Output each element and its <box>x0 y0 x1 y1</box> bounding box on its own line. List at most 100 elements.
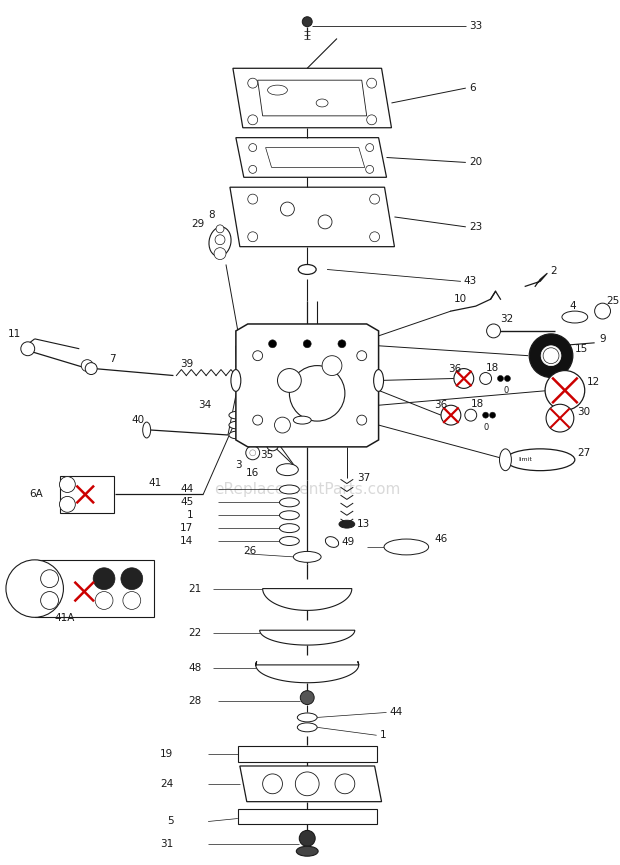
Circle shape <box>541 346 561 366</box>
Text: 46: 46 <box>434 534 448 544</box>
Circle shape <box>41 592 58 610</box>
Text: 39: 39 <box>180 359 193 368</box>
Circle shape <box>95 592 113 610</box>
Text: 29: 29 <box>192 219 205 229</box>
Text: 35: 35 <box>260 450 273 460</box>
Circle shape <box>338 340 346 348</box>
Circle shape <box>548 339 562 353</box>
Ellipse shape <box>374 369 384 391</box>
Text: 10: 10 <box>454 294 467 304</box>
Circle shape <box>248 194 258 204</box>
Text: 37: 37 <box>356 472 370 483</box>
Circle shape <box>267 439 278 451</box>
Text: 40: 40 <box>132 415 145 425</box>
Text: 26: 26 <box>243 546 256 556</box>
Ellipse shape <box>339 520 355 529</box>
Circle shape <box>356 415 366 425</box>
Text: 43: 43 <box>464 276 477 286</box>
Ellipse shape <box>505 449 575 471</box>
Text: 30: 30 <box>577 407 590 417</box>
Ellipse shape <box>298 723 317 732</box>
Circle shape <box>81 360 93 372</box>
Circle shape <box>41 570 58 587</box>
Text: 41A: 41A <box>55 613 75 624</box>
Ellipse shape <box>143 422 151 438</box>
Circle shape <box>60 497 75 512</box>
Ellipse shape <box>280 498 299 507</box>
Text: 31: 31 <box>160 839 174 849</box>
Text: 2: 2 <box>550 266 557 277</box>
Ellipse shape <box>298 265 316 274</box>
Circle shape <box>454 368 474 388</box>
Text: 18: 18 <box>471 400 484 409</box>
Circle shape <box>290 366 345 421</box>
Circle shape <box>335 774 355 794</box>
Circle shape <box>497 375 503 381</box>
Circle shape <box>216 225 224 233</box>
Circle shape <box>263 774 283 794</box>
Ellipse shape <box>296 846 318 856</box>
Ellipse shape <box>209 227 231 257</box>
Ellipse shape <box>231 369 241 391</box>
Circle shape <box>465 409 477 421</box>
Text: 41: 41 <box>149 477 162 488</box>
Ellipse shape <box>293 416 311 424</box>
Circle shape <box>248 232 258 241</box>
Text: 6A: 6A <box>30 490 43 499</box>
Text: 12: 12 <box>587 377 600 388</box>
Text: 34: 34 <box>198 400 211 410</box>
Text: 1: 1 <box>379 730 386 740</box>
Circle shape <box>482 413 489 418</box>
Circle shape <box>490 413 495 418</box>
Text: 21: 21 <box>188 584 202 593</box>
Text: eReplacementParts.com: eReplacementParts.com <box>214 482 401 497</box>
Circle shape <box>214 247 226 260</box>
Circle shape <box>300 690 314 705</box>
Circle shape <box>322 356 342 375</box>
Polygon shape <box>240 766 381 802</box>
Text: 33: 33 <box>469 21 482 30</box>
Text: 45: 45 <box>180 497 193 508</box>
Polygon shape <box>255 662 359 682</box>
Text: 20: 20 <box>469 157 482 168</box>
Polygon shape <box>35 560 154 618</box>
Circle shape <box>250 450 255 456</box>
Circle shape <box>356 350 366 361</box>
Circle shape <box>60 477 75 492</box>
Ellipse shape <box>277 464 298 476</box>
Text: 1: 1 <box>187 510 193 520</box>
Circle shape <box>366 144 374 151</box>
Text: 48: 48 <box>188 663 202 673</box>
Text: 28: 28 <box>188 695 202 706</box>
Text: 22: 22 <box>188 628 202 638</box>
Circle shape <box>595 303 611 319</box>
Text: 15: 15 <box>575 343 588 354</box>
Ellipse shape <box>298 713 317 722</box>
Polygon shape <box>258 80 366 116</box>
Circle shape <box>246 445 260 460</box>
Text: 23: 23 <box>469 221 482 232</box>
Circle shape <box>366 165 374 173</box>
Text: 7: 7 <box>109 354 116 363</box>
Circle shape <box>85 362 97 375</box>
Circle shape <box>121 567 143 590</box>
Circle shape <box>303 16 312 27</box>
Text: 17: 17 <box>180 523 193 533</box>
Circle shape <box>123 592 141 610</box>
Ellipse shape <box>280 536 299 546</box>
Circle shape <box>299 830 315 846</box>
Text: 9: 9 <box>600 334 606 344</box>
Polygon shape <box>230 187 394 247</box>
Text: 36: 36 <box>448 363 461 374</box>
Circle shape <box>295 772 319 796</box>
Circle shape <box>249 144 257 151</box>
Circle shape <box>487 324 500 338</box>
Circle shape <box>543 348 559 363</box>
Ellipse shape <box>384 539 428 554</box>
Text: 18: 18 <box>485 362 499 373</box>
Circle shape <box>253 350 263 361</box>
Polygon shape <box>238 746 376 762</box>
Text: 36: 36 <box>434 400 448 410</box>
Text: 6: 6 <box>469 83 476 93</box>
Text: 32: 32 <box>500 314 514 324</box>
